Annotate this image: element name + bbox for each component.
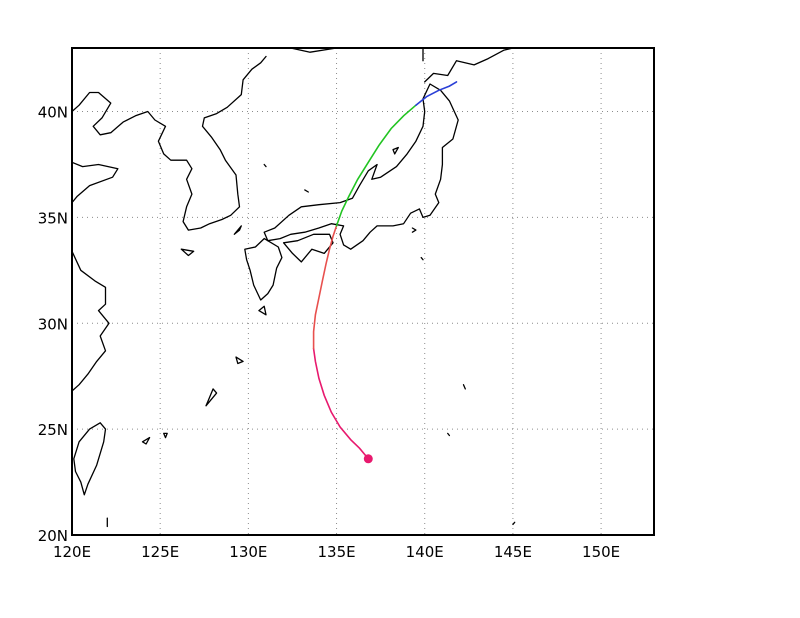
island-10	[447, 432, 451, 437]
x-axis-tick-labels: 120E 125E 130E 135E 140E 145E 150E	[53, 543, 620, 561]
coastlines	[72, 48, 516, 528]
y-tick-label: 30N	[38, 315, 68, 333]
island-12	[304, 189, 309, 193]
island-0	[233, 225, 242, 235]
island-9	[462, 384, 466, 390]
y-axis-tick-labels: 20N 25N 30N 35N 40N	[38, 104, 68, 545]
x-tick-label: 130E	[229, 543, 267, 561]
y-tick-label: 35N	[38, 209, 68, 227]
x-tick-label: 145E	[494, 543, 532, 561]
coastline-4	[73, 422, 107, 496]
track-segment-2	[335, 104, 417, 227]
track-start-marker	[363, 454, 373, 464]
island-3	[205, 388, 218, 407]
island-8	[420, 256, 424, 261]
y-tick-label: 20N	[38, 527, 68, 545]
typhoon-track	[312, 81, 458, 464]
coastline-6	[263, 83, 459, 250]
coastline-3	[72, 250, 110, 392]
island-4	[235, 356, 244, 365]
island-7	[411, 227, 417, 233]
x-tick-label: 135E	[317, 543, 355, 561]
island-1	[180, 248, 195, 257]
y-tick-label: 40N	[38, 104, 68, 122]
x-tick-label: 120E	[53, 543, 91, 561]
island-5	[141, 436, 151, 445]
track-segment-0	[312, 347, 370, 460]
track-segment-3	[415, 81, 458, 106]
track-segment-1	[312, 225, 338, 350]
grid-lines	[72, 48, 654, 535]
coastline-1	[72, 55, 267, 231]
coastline-8	[424, 48, 514, 83]
island-13	[263, 163, 267, 168]
x-tick-label: 125E	[141, 543, 179, 561]
coastline-2	[72, 161, 119, 204]
coastline-0	[290, 48, 338, 53]
map-frame	[71, 47, 655, 536]
island-11	[392, 146, 399, 155]
x-tick-label: 150E	[582, 543, 620, 561]
island-2	[258, 305, 267, 316]
island-6	[163, 432, 168, 439]
coastline-7	[282, 233, 334, 263]
coastline-5	[244, 237, 283, 301]
y-tick-label: 25N	[38, 421, 68, 439]
x-tick-label: 140E	[406, 543, 444, 561]
island-14	[512, 521, 516, 526]
